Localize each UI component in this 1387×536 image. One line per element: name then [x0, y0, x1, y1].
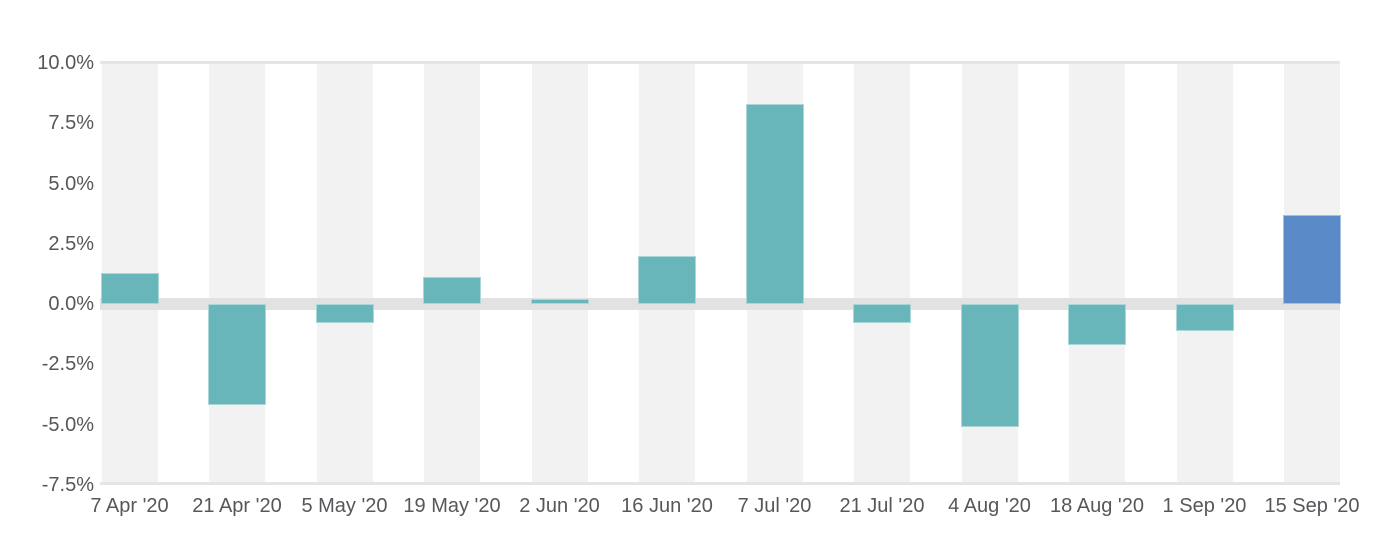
- x-axis-label-7-apr-20: 7 Apr '20: [90, 495, 169, 517]
- background-stripe-18-aug-20: [1069, 64, 1125, 482]
- bar-21-apr-20[interactable]: [208, 304, 266, 406]
- background-stripe-2-jun-20: [531, 64, 588, 482]
- bar-1-sep-20[interactable]: [1175, 304, 1234, 331]
- y-axis-label-5-0: -5.0%: [41, 413, 94, 436]
- bar-15-sep-20[interactable]: [1283, 214, 1341, 304]
- y-axis-label-5-0: 5.0%: [48, 172, 94, 195]
- bar-2-jun-20[interactable]: [530, 299, 589, 304]
- background-stripe-21-jul-20: [854, 64, 910, 482]
- bar-7-apr-20[interactable]: [100, 272, 159, 304]
- bar-21-jul-20[interactable]: [853, 304, 911, 324]
- y-axis-label-7-5: 7.5%: [48, 112, 94, 135]
- y-axis-label-7-5: -7.5%: [41, 473, 94, 496]
- x-axis-label-19-may-20: 19 May '20: [403, 495, 501, 517]
- y-axis-label-0-0: 0.0%: [48, 293, 94, 315]
- x-axis-label-7-jul-20: 7 Jul '20: [737, 495, 812, 517]
- x-axis-label-15-sep-20: 15 Sep '20: [1264, 495, 1360, 517]
- x-axis-label-1-sep-20: 1 Sep '20: [1162, 495, 1247, 517]
- bar-18-aug-20[interactable]: [1068, 304, 1126, 345]
- x-axis-label-21-apr-20: 21 Apr '20: [192, 495, 282, 517]
- bar-16-jun-20[interactable]: [638, 255, 696, 304]
- y-axis-label-2-5: 2.5%: [48, 232, 94, 255]
- x-axis-label-21-jul-20: 21 Jul '20: [839, 495, 925, 517]
- bar-19-may-20[interactable]: [423, 277, 481, 304]
- background-stripe-1-sep-20: [1176, 64, 1233, 482]
- x-axis-label-5-may-20: 5 May '20: [301, 495, 388, 517]
- gridline-bottom: [100, 482, 1340, 485]
- bar-5-may-20[interactable]: [315, 304, 374, 324]
- bar-4-aug-20[interactable]: [960, 304, 1019, 427]
- gridline-top: [100, 61, 1340, 64]
- background-stripe-19-may-20: [424, 64, 480, 482]
- y-axis-label-2-5: -2.5%: [41, 353, 94, 376]
- x-axis-label-18-aug-20: 18 Aug '20: [1050, 495, 1144, 517]
- bar-7-jul-20[interactable]: [745, 103, 804, 304]
- plot-area: [100, 61, 1341, 485]
- y-axis-label-10-0: 10.0%: [37, 52, 94, 74]
- zero-gridline: [100, 298, 1340, 310]
- x-axis-label-16-jun-20: 16 Jun '20: [621, 495, 713, 517]
- x-axis-label-2-jun-20: 2 Jun '20: [519, 495, 600, 517]
- background-stripe-21-apr-20: [209, 64, 265, 482]
- background-stripe-5-may-20: [316, 64, 373, 482]
- x-axis-label-4-aug-20: 4 Aug '20: [948, 495, 1031, 517]
